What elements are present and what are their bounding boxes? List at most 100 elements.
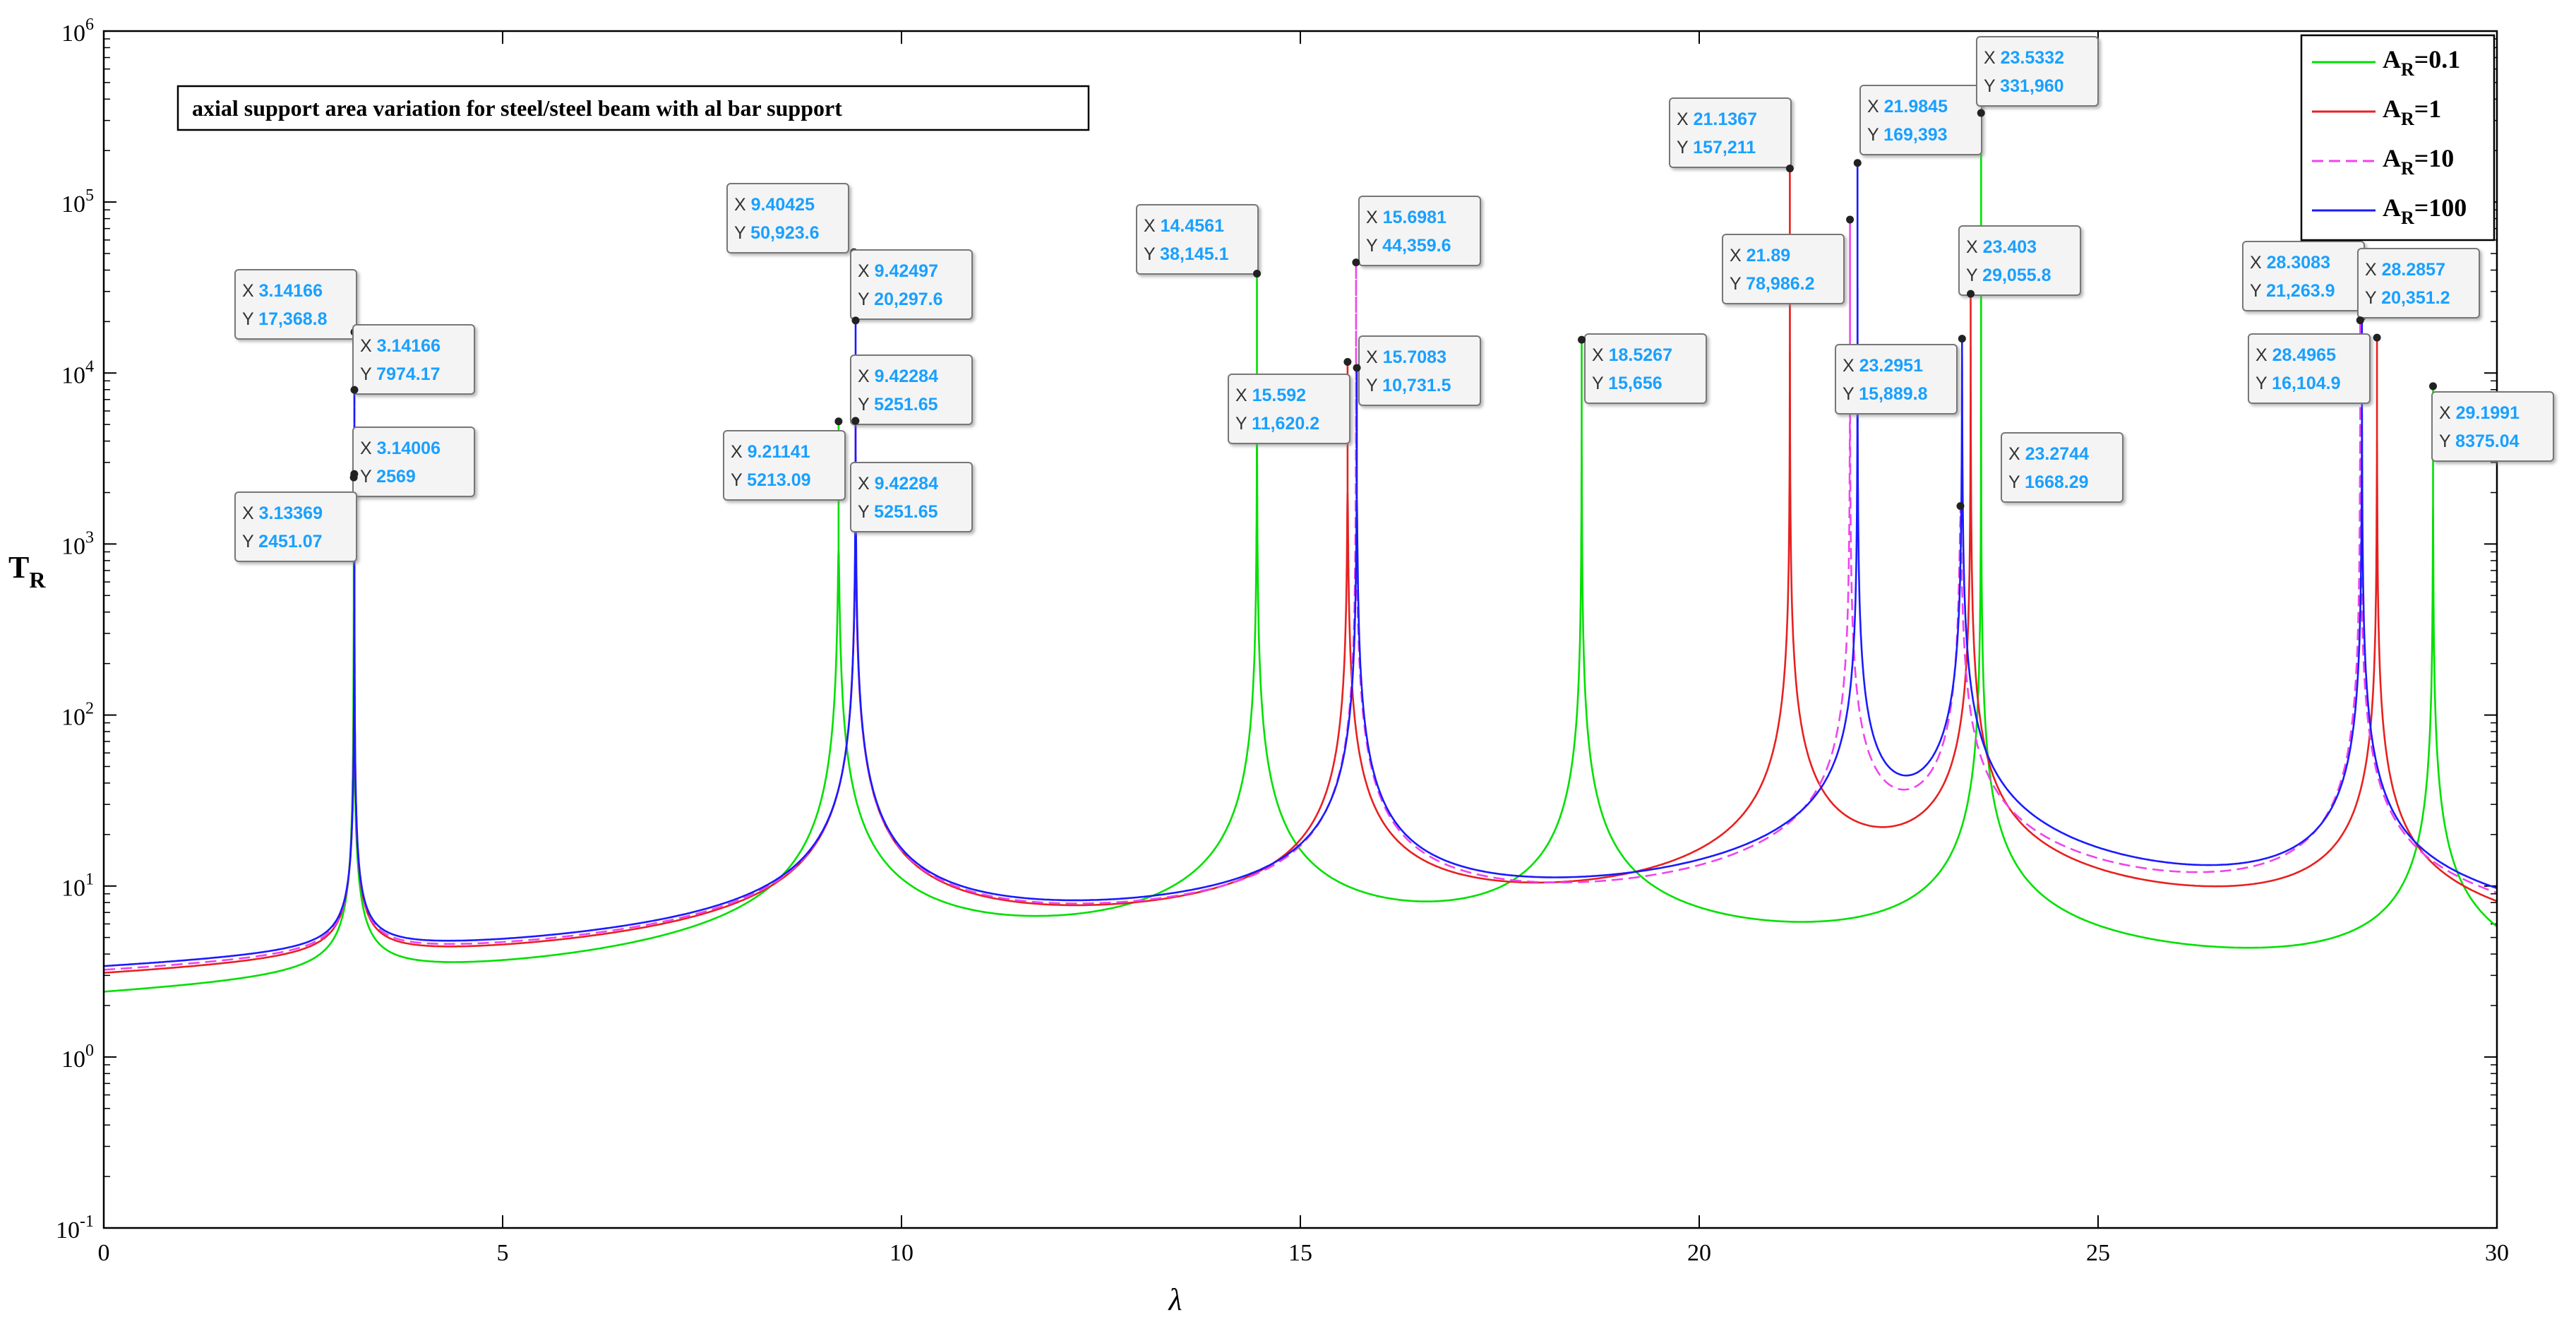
datatip-y: Y 5251.65 [858,502,938,522]
datatip-x-key: X [242,281,259,301]
x-tick-label: 15 [1288,1240,1312,1266]
datatip-x-value: 3.14166 [377,336,441,356]
datatip-y: Y 5213.09 [731,470,811,490]
datatip-x: X 15.6981 [1366,208,1446,227]
datatip-y: Y 17,368.8 [242,309,328,329]
datatip-y-key: Y [242,532,258,551]
legend-label-2: AR=10 [2383,144,2454,179]
datatip-x: X 18.5267 [1592,345,1672,365]
y-tick-label: 104 [61,357,94,388]
datatip-y: Y 20,351.2 [2365,288,2450,308]
y-tick-exp: 0 [85,1042,94,1060]
legend-label-sub: R [2401,109,2414,129]
datatip-box [2357,248,2480,318]
datatip-x-key: X [1984,48,2001,68]
legend-frame [2300,34,2496,241]
y-tick-label: 106 [61,16,94,47]
legend-label-rest: =1 [2414,95,2442,123]
datatip-marker [1977,109,1985,117]
datatip-marker [1853,159,1862,167]
datatip[interactable]: X 21.89Y 78,986.2 [1722,215,1855,304]
datatip-y-key: Y [1592,374,1608,393]
datatip-y-value: 20,297.6 [874,290,942,309]
legend-label-main: A [2383,144,2401,172]
datatip-box [723,430,846,501]
datatip-y-value: 50,923.6 [750,223,819,243]
legend-label-rest: =10 [2414,144,2455,172]
x-tick-label: 30 [2485,1240,2509,1266]
legend-label-rest: =100 [2414,193,2467,222]
y-tick-exp: 2 [85,700,94,718]
datatip-y-value: 2569 [376,467,416,487]
datatip-box [850,249,973,320]
y-axis-label: TR [8,550,46,592]
datatip-box [850,354,973,425]
y-tick-base: 10 [61,20,85,47]
datatip[interactable]: X 9.42284 Y 5251.65 [850,417,973,532]
datatip-x-key: X [858,366,875,386]
datatip-y-key: Y [360,364,376,384]
datatip-x: X 21.9845 [1867,97,1948,117]
datatip-y: Y 10,731.5 [1366,376,1451,395]
datatip-x: X 23.5332 [1984,48,2064,68]
datatip-x: X 3.14006 [360,439,441,458]
datatip-y-key: Y [1235,414,1252,434]
datatip-x-value: 23.403 [1983,237,2037,257]
datatip-y: Y 5251.65 [858,395,938,415]
datatip-box [1976,36,2099,107]
datatip-y-key: Y [858,502,874,522]
legend-label-main: A [2383,193,2401,222]
x-tick-label: 20 [1687,1240,1711,1266]
y-tick-base: 10 [61,876,85,902]
datatip-box [1228,374,1350,444]
datatip-box [850,462,973,532]
datatip-x: X 9.42284 [858,474,938,494]
datatip-y-key: Y [858,395,874,415]
datatip-x-key: X [1730,246,1747,266]
datatip-box [726,183,849,254]
datatip-y: Y 16,104.9 [2256,374,2341,393]
datatip-x: X 29.1991 [2439,403,2520,423]
datatip-y-value: 38,145.1 [1160,244,1228,264]
y-tick-exp: 1 [85,871,94,889]
datatip-y-value: 21,263.9 [2266,281,2335,301]
datatip-y-value: 5213.09 [747,470,810,490]
annotation-box: axial support area variation for steel/s… [176,85,1090,131]
datatip-y-value: 5251.65 [874,395,937,415]
datatip-y-value: 157,211 [1693,138,1756,157]
datatip-x-value: 21.1367 [1694,109,1757,129]
datatip-box [1136,204,1259,275]
datatip-x-value: 15.7083 [1383,347,1446,367]
datatip-y-key: Y [2008,472,2025,492]
datatip-x-key: X [2250,253,2267,273]
y-tick-label: 105 [61,186,94,217]
datatip-marker [2356,316,2364,325]
datatip-box [1859,85,1982,155]
datatip-y-value: 2451.07 [258,532,322,551]
datatip-marker [1958,335,1966,343]
